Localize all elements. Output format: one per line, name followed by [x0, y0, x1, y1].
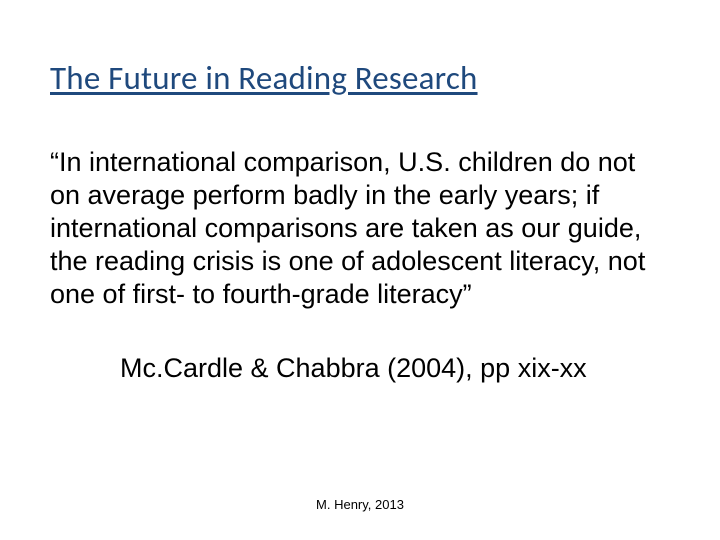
slide-citation: Mc.Cardle & Chabbra (2004), pp xix-xx [50, 353, 670, 384]
slide-footer: M. Henry, 2013 [0, 497, 720, 512]
slide-title: The Future in Reading Research [50, 58, 670, 98]
slide-quote: “In international comparison, U.S. child… [50, 146, 670, 311]
slide: The Future in Reading Research “In inter… [0, 0, 720, 540]
